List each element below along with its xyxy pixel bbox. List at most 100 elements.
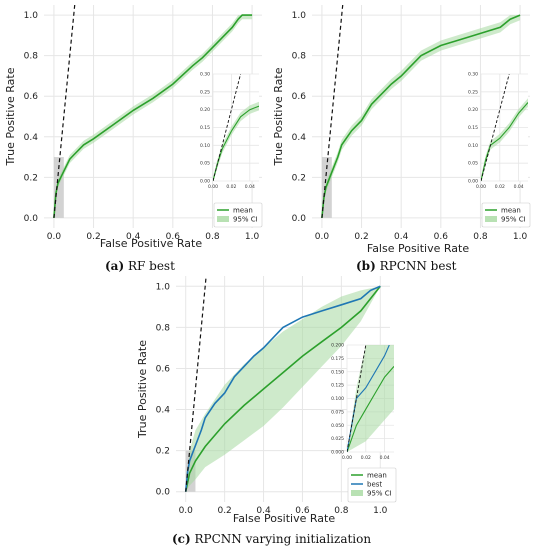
inset-y-tick-label: 0.075 [331, 409, 344, 415]
inset-ci-band [481, 98, 528, 181]
y-axis-label: True Positive Rate [136, 340, 149, 439]
zoom-region-highlight [53, 157, 64, 218]
legend-label: mean [501, 207, 521, 215]
x-tick-label: 0.4 [394, 232, 409, 242]
series-line-best [184, 285, 381, 492]
series-line-mean [53, 14, 253, 218]
x-tick-label: 0.8 [334, 506, 349, 516]
inset-ci-band [347, 345, 394, 452]
legend-label: mean [233, 207, 253, 215]
inset-x-tick-label: 0.00 [342, 455, 352, 461]
inset-y-tick-label: 0.150 [331, 369, 344, 375]
inset-reference-line [347, 345, 367, 452]
inset-y-tick-label: 0.200 [331, 343, 344, 349]
inset-x-tick-label: 0.02 [361, 455, 371, 461]
x-tick-label: 0.8 [205, 232, 220, 242]
y-tick-label: 0.8 [156, 323, 171, 333]
y-tick-label: 1.0 [156, 282, 171, 292]
inset-y-tick-label: 0.25 [200, 89, 210, 95]
x-tick-label: 0.2 [86, 232, 100, 242]
inset-x-tick-label: 0.02 [495, 184, 505, 190]
chart-panel-c: 0.0 0.2 0.4 0.6 0.8 1.0 0.0 0.2 0.4 0.6 0.8 1.0 Fals… [136, 276, 397, 525]
inset-y-tick-label: 0.100 [331, 396, 344, 402]
x-tick-label: 0.2 [354, 232, 368, 242]
y-tick-label: 0.2 [24, 173, 38, 183]
legend-label: 95% CI [501, 216, 526, 224]
y-tick-label: 0.2 [156, 447, 170, 457]
inset-y-tick-label: 0.10 [200, 143, 210, 149]
legend-label: best [367, 481, 382, 489]
y-tick-label: 0.8 [24, 52, 39, 62]
x-tick-label: 1.0 [373, 506, 388, 516]
x-tick-label: 0.8 [473, 232, 488, 242]
x-tick-label: 1.0 [513, 232, 528, 242]
inset-y-tick-label: 0.125 [331, 383, 344, 389]
inset-reference-line [481, 74, 510, 181]
x-tick-label: 0.6 [434, 232, 449, 242]
legend-swatch-ci [485, 216, 497, 222]
inset-y-tick-label: 0.05 [200, 161, 210, 167]
inset-zoom: 0.00 0.02 0.04 0.00 0.05 0.10 0.15 0.20 0.25 0.30 [200, 72, 259, 190]
inset-ci-band [213, 101, 259, 181]
x-tick-label: 0.2 [217, 506, 231, 516]
legend-swatch-ci [217, 216, 229, 222]
x-axis-label: False Positive Rate [233, 512, 335, 525]
inset-y-tick-label: 0.00 [468, 179, 478, 185]
inset-y-tick-label: 0.30 [200, 72, 210, 78]
x-tick-label: 0.6 [295, 506, 310, 516]
inset-y-tick-label: 0.050 [331, 423, 344, 429]
y-tick-label: 1.0 [292, 11, 307, 21]
inset-y-tick-label: 0.15 [200, 125, 210, 131]
inset-series-mean [347, 366, 394, 452]
inset-y-tick-label: 0.15 [468, 125, 478, 131]
reference-dashed-line [321, 5, 344, 218]
inset-x-tick-label: 0.04 [514, 184, 524, 190]
inset-y-tick-label: 0.05 [468, 161, 478, 167]
series-line-mean [184, 285, 381, 492]
reference-dashed-line [185, 276, 207, 492]
x-tick-label: 0.4 [126, 232, 141, 242]
legend-label: mean [367, 472, 387, 480]
inset-y-tick-label: 0.20 [200, 107, 210, 113]
y-tick-label: 0.0 [24, 214, 39, 224]
y-tick-label: 0.2 [292, 173, 306, 183]
inset-x-tick-label: 0.00 [208, 184, 218, 190]
inset-zoom: 0.00 0.02 0.04 0.000 0.025 0.050 0.075 0.100 0.1… [331, 343, 394, 461]
inset-y-tick-label: 0.000 [331, 450, 344, 456]
legend-swatch-ci [351, 490, 363, 496]
inset-x-tick-label: 0.04 [245, 184, 255, 190]
inset-zoom: 0.00 0.02 0.04 0.00 0.05 0.10 0.15 0.20 0.25 0.30 [468, 72, 528, 190]
y-tick-label: 0.6 [292, 92, 307, 102]
inset-series-mean [213, 105, 259, 181]
y-axis-label: True Positive Rate [272, 67, 285, 166]
x-tick-label: 0.4 [256, 506, 271, 516]
legend-label: 95% CI [233, 216, 258, 224]
inset-x-tick-label: 0.00 [476, 184, 486, 190]
inset-x-tick-label: 0.04 [380, 455, 390, 461]
inset-series-mean [481, 102, 528, 181]
inset-y-tick-label: 0.025 [331, 436, 344, 442]
inset-y-tick-label: 0.10 [468, 143, 478, 149]
x-tick-label: 0.0 [315, 232, 330, 242]
chart-panel-b: 0.0 0.2 0.4 0.6 0.8 1.0 0.0 0.2 0.4 0.6 0.8 1.0 Fals… [272, 5, 531, 255]
inset-y-tick-label: 0.00 [200, 179, 210, 185]
inset-reference-line [213, 74, 242, 181]
x-tick-label: 0.6 [166, 232, 181, 242]
series-line-mean [321, 14, 521, 218]
ci-band-mean [185, 286, 381, 492]
inset-y-tick-label: 0.25 [468, 89, 478, 95]
x-tick-label: 1.0 [245, 232, 260, 242]
caption-b: (b) RPCNN best [356, 259, 457, 273]
x-tick-label: 0.0 [47, 232, 62, 242]
inset-y-tick-label: 0.30 [468, 72, 478, 78]
y-tick-label: 0.0 [292, 214, 307, 224]
x-tick-label: 0.0 [179, 506, 194, 516]
chart-panel-a: 0.0 0.2 0.4 0.6 0.8 1.0 0.0 0.2 0.4 0.6 0.8 1.0 Fals… [4, 5, 263, 250]
y-tick-label: 0.0 [156, 488, 171, 498]
y-tick-label: 0.4 [24, 133, 39, 143]
inset-y-tick-label: 0.20 [468, 107, 478, 113]
inset-x-tick-label: 0.02 [226, 184, 236, 190]
